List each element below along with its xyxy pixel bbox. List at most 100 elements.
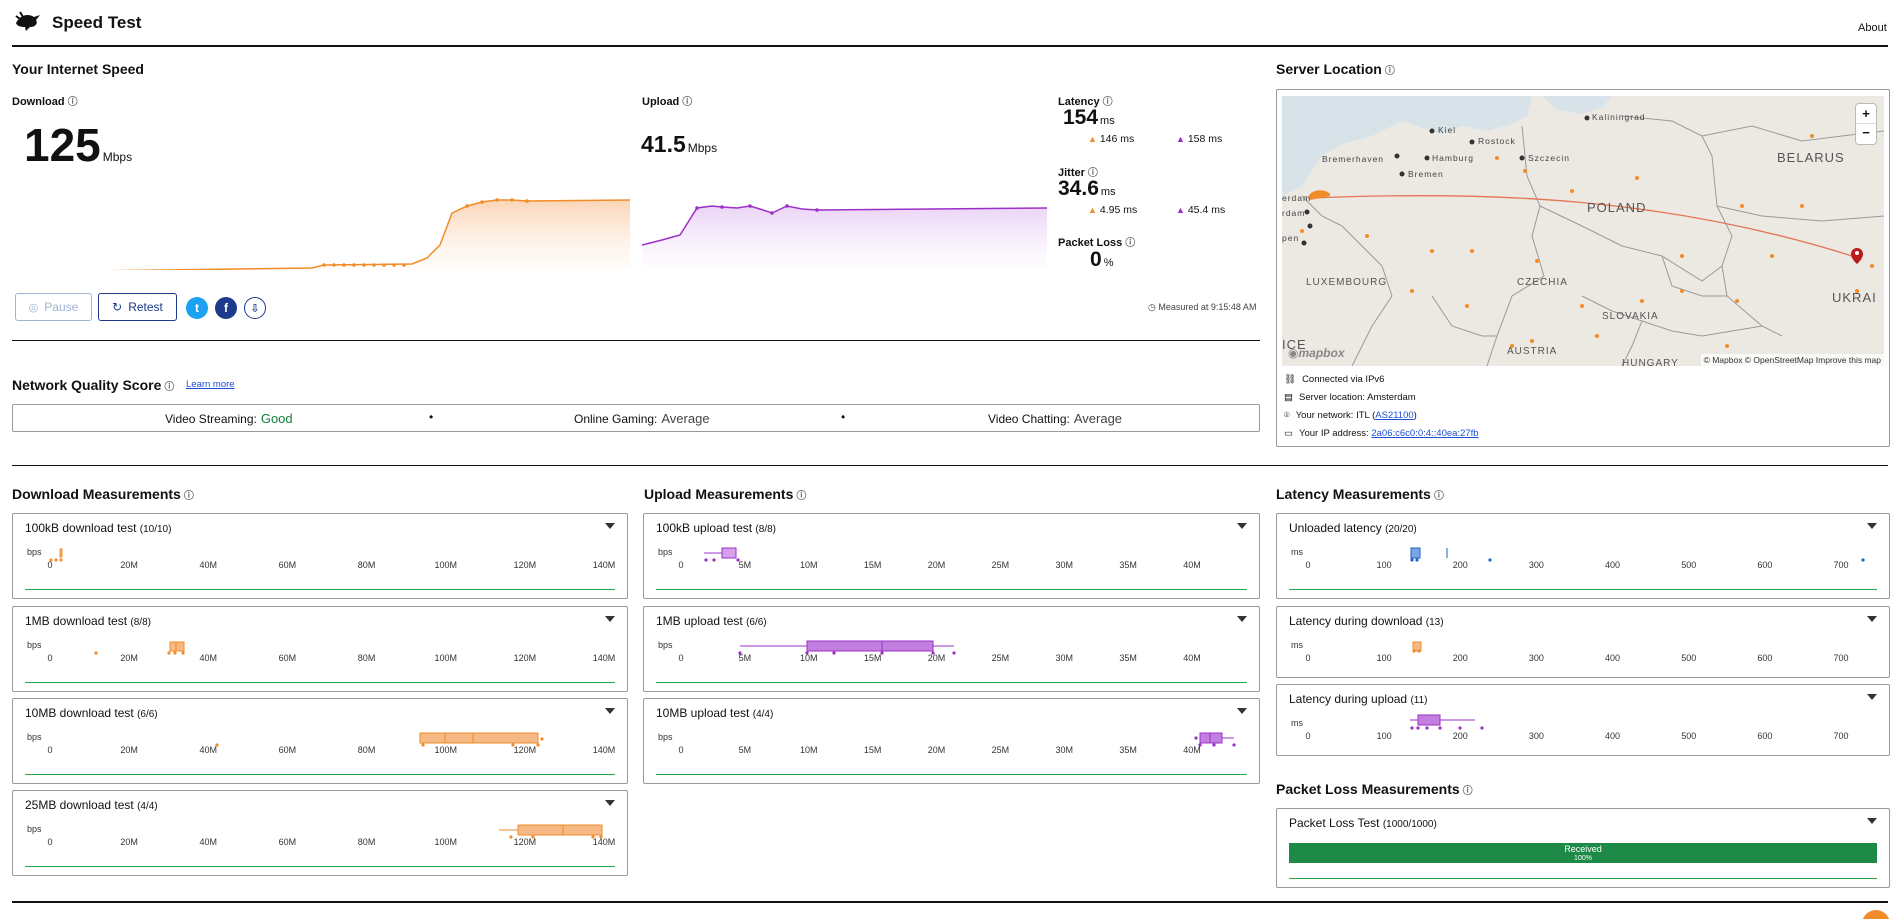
upload-measurements-title: Upload Measurements ⓘ: [644, 486, 807, 502]
axis-tick-label: 100M: [434, 653, 457, 663]
axis-tick-label: 500: [1681, 731, 1697, 741]
axis-tick-label: 25M: [991, 560, 1010, 570]
separator-dot: •: [429, 410, 434, 424]
map-label-luxembourg: LUXEMBOURG: [1306, 277, 1388, 288]
retest-button[interactable]: ↻ Retest: [98, 293, 177, 321]
quality-title: Network Quality Score ⓘ: [12, 377, 175, 393]
axis-tick-label: 600: [1757, 731, 1773, 741]
chevron-down-icon[interactable]: [1237, 616, 1247, 622]
learn-more-link[interactable]: Learn more: [186, 379, 235, 390]
latency-test-unloaded[interactable]: Unloaded latency (20/20) ms 0 100 200 300 40…: [1276, 513, 1890, 599]
mapbox-icon: ◉: [1288, 346, 1299, 360]
chevron-down-icon[interactable]: [1867, 523, 1877, 529]
chevron-down-icon[interactable]: [1867, 694, 1877, 700]
jitter-label: Jitter ⓘ: [1058, 167, 1098, 179]
download-value: 125 Mbps: [24, 119, 133, 171]
download-test-10mb[interactable]: 10MB download test (6/6) bps 0 20M 40M 60M 8…: [12, 698, 628, 784]
facebook-share-icon[interactable]: f: [215, 297, 237, 319]
chevron-down-icon[interactable]: [1237, 708, 1247, 714]
chevron-down-icon[interactable]: [1867, 616, 1877, 622]
test-title: 10MB download test (6/6): [25, 706, 158, 720]
test-title: 1MB upload test (6/6): [656, 614, 767, 628]
x-axis: 0 100 200 300 400 500 600 700: [1277, 653, 1889, 665]
chevron-down-icon[interactable]: [1867, 818, 1877, 824]
axis-tick-label: 80M: [357, 653, 376, 663]
upload-line: [642, 205, 1047, 246]
pause-button[interactable]: ◎ Pause: [15, 293, 92, 321]
test-title: 1MB download test (8/8): [25, 614, 151, 628]
test-title: Packet Loss Test (1000/1000): [1289, 816, 1437, 830]
axis-tick-label: 200: [1452, 731, 1468, 741]
axis-tick-label: 0: [678, 560, 684, 570]
axis-tick-label: 140M: [592, 653, 616, 663]
download-test-100kb[interactable]: 100kB download test (10/10) bps 0 20M 40M 6…: [12, 513, 628, 599]
twitter-share-icon[interactable]: t: [186, 297, 208, 319]
test-title: Latency during upload (11): [1289, 692, 1428, 706]
chevron-down-icon[interactable]: [605, 800, 615, 806]
map-label-belarus: BELARUS: [1777, 150, 1845, 165]
axis-tick-label: 80M: [357, 560, 376, 570]
axis-tick-label: 35M: [1119, 560, 1137, 570]
download-results-icon[interactable]: ⇩: [244, 297, 266, 319]
server-map[interactable]: BELARUS POLAND CZECHIA SLOVAKIA AUSTRIA …: [1282, 96, 1884, 366]
axis-tick-label: 500: [1681, 560, 1697, 570]
axis-tick-label: 0: [1305, 731, 1311, 741]
axis-tick-label: 100M: [434, 560, 457, 570]
axis-tick-label: 60M: [278, 560, 297, 570]
logo-icon: [14, 11, 42, 33]
route-line: [1311, 194, 1853, 257]
map-label-hamburg: Hamburg: [1432, 153, 1474, 163]
axis-tick-label: 120M: [513, 560, 537, 570]
pause-icon: ◎: [28, 301, 39, 314]
chevron-down-icon[interactable]: [605, 616, 615, 622]
axis-tick-label: 100: [1376, 731, 1392, 741]
axis-tick-label: 5M: [738, 653, 752, 663]
map-label-austria: AUSTRIA: [1507, 346, 1558, 357]
x-axis: 0 20M 40M 60M 80M 100M 120M 140M: [13, 653, 627, 665]
asn-link[interactable]: AS21100: [1375, 410, 1414, 421]
mapbox-logo[interactable]: ◉mapbox: [1288, 346, 1345, 360]
latency-test-during-upload[interactable]: Latency during upload (11) ms 0 100 200 300…: [1276, 684, 1890, 756]
latency-test-during-download[interactable]: Latency during download (13) ms 0 100 200 3…: [1276, 606, 1890, 678]
axis-tick-label: 15M: [863, 560, 882, 570]
chevron-down-icon[interactable]: [605, 708, 615, 714]
window-icon: ▭: [1284, 428, 1293, 439]
chevron-down-icon[interactable]: [605, 523, 615, 529]
map-label-bremen: Bremen: [1408, 169, 1444, 179]
axis-unit: ms: [1291, 718, 1303, 728]
axis-tick-label: 35M: [1119, 745, 1137, 755]
feedback-bubble-icon[interactable]: [1862, 910, 1890, 919]
axis-tick-label: 10M: [799, 745, 818, 755]
boxplot: [1412, 641, 1422, 653]
axis-unit: bps: [27, 640, 42, 650]
zoom-in-button[interactable]: +: [1856, 104, 1876, 124]
packet-loss-test[interactable]: Packet Loss Test (1000/1000) Received 10…: [1276, 808, 1890, 888]
ip-link[interactable]: 2a06:c6c0:0:4::40ea:27fb: [1371, 428, 1479, 439]
latency-label: Latency ⓘ: [1058, 96, 1113, 108]
axis-tick-label: 120M: [513, 745, 537, 755]
map-label-czechia: CZECHIA: [1517, 277, 1568, 288]
x-axis: 0 5M 10M 15M 20M 25M 30M 35M 40M: [644, 560, 1259, 572]
server-location-card: [1276, 89, 1890, 447]
axis-tick-label: 200: [1452, 653, 1468, 663]
map-label-ukraine: UKRAI: [1832, 290, 1877, 305]
download-test-1mb[interactable]: 1MB download test (8/8) bps 0 20M 40M 60M 80…: [12, 606, 628, 692]
upload-test-10mb[interactable]: 10MB upload test (4/4) bps 0 5M 10M 15M 20M 2…: [643, 698, 1260, 784]
chevron-down-icon[interactable]: [1237, 523, 1247, 529]
axis-tick-label: 600: [1757, 653, 1773, 663]
axis-tick-label: 20M: [120, 745, 138, 755]
axis-tick-label: 140M: [592, 560, 616, 570]
test-title: 10MB upload test (4/4): [656, 706, 774, 720]
quality-video-streaming: Video Streaming: Good: [165, 411, 293, 426]
axis-tick-label: 10M: [799, 653, 818, 663]
about-link[interactable]: About: [1858, 22, 1887, 34]
axis-tick-label: 700: [1833, 731, 1849, 741]
upload-test-100kb[interactable]: 100kB upload test (8/8) bps 0 5M 10M 15M 20M…: [643, 513, 1260, 599]
upload-test-1mb[interactable]: 1MB upload test (6/6) bps 0 5M 10M 15M 20M 25…: [643, 606, 1260, 692]
axis-tick-label: 5M: [738, 560, 752, 570]
download-test-25mb[interactable]: 25MB download test (4/4) bps 0 20M 40M 60M 8…: [12, 790, 628, 876]
axis-unit: bps: [27, 824, 42, 834]
upload-label: Upload ⓘ: [642, 96, 693, 108]
map-attribution[interactable]: © Mapbox © OpenStreetMap Improve this ma…: [1700, 354, 1884, 366]
zoom-out-button[interactable]: −: [1862, 125, 1870, 140]
